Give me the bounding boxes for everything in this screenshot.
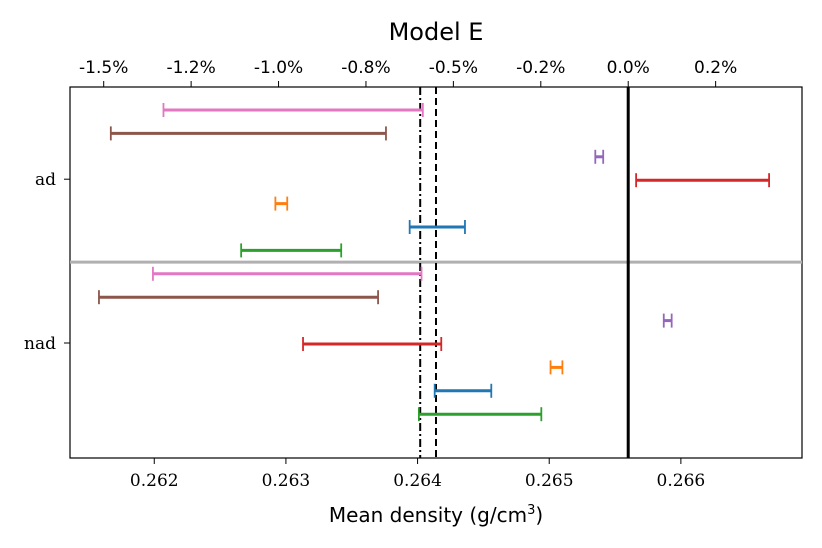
x-tick-label: 0.266 xyxy=(657,471,706,491)
x-tick-label: 0.262 xyxy=(130,471,179,491)
x-tick-label: 0.263 xyxy=(262,471,311,491)
y-tick-label-nad: nad xyxy=(24,334,56,354)
top-tick-label: -0.8% xyxy=(341,58,390,78)
x-tick-label: 0.264 xyxy=(393,471,442,491)
top-tick-label: -1.2% xyxy=(166,58,215,78)
x-axis-label-superscript: 3 xyxy=(527,503,535,518)
plot-area: 0.262 0.263 0.264 0.265 0.266 -1.5% -1.2% -1.0%… xyxy=(24,58,803,491)
x-tick-label: 0.265 xyxy=(525,471,574,491)
x-axis-label: Mean density (g/cm3) xyxy=(329,503,543,527)
y-tick-label-ad: ad xyxy=(35,170,56,190)
top-tick-label: 0.0% xyxy=(607,58,650,78)
x-axis-label-main: Mean density (g/cm xyxy=(329,503,527,527)
x-axis-label-suffix: ) xyxy=(535,503,543,527)
top-tick-label: -0.2% xyxy=(516,58,565,78)
top-tick-label: -0.5% xyxy=(429,58,478,78)
top-tick-label: -1.5% xyxy=(79,58,128,78)
top-tick-label: 0.2% xyxy=(694,58,737,78)
chart-title: Model E xyxy=(389,18,484,46)
top-tick-label: -1.0% xyxy=(254,58,303,78)
